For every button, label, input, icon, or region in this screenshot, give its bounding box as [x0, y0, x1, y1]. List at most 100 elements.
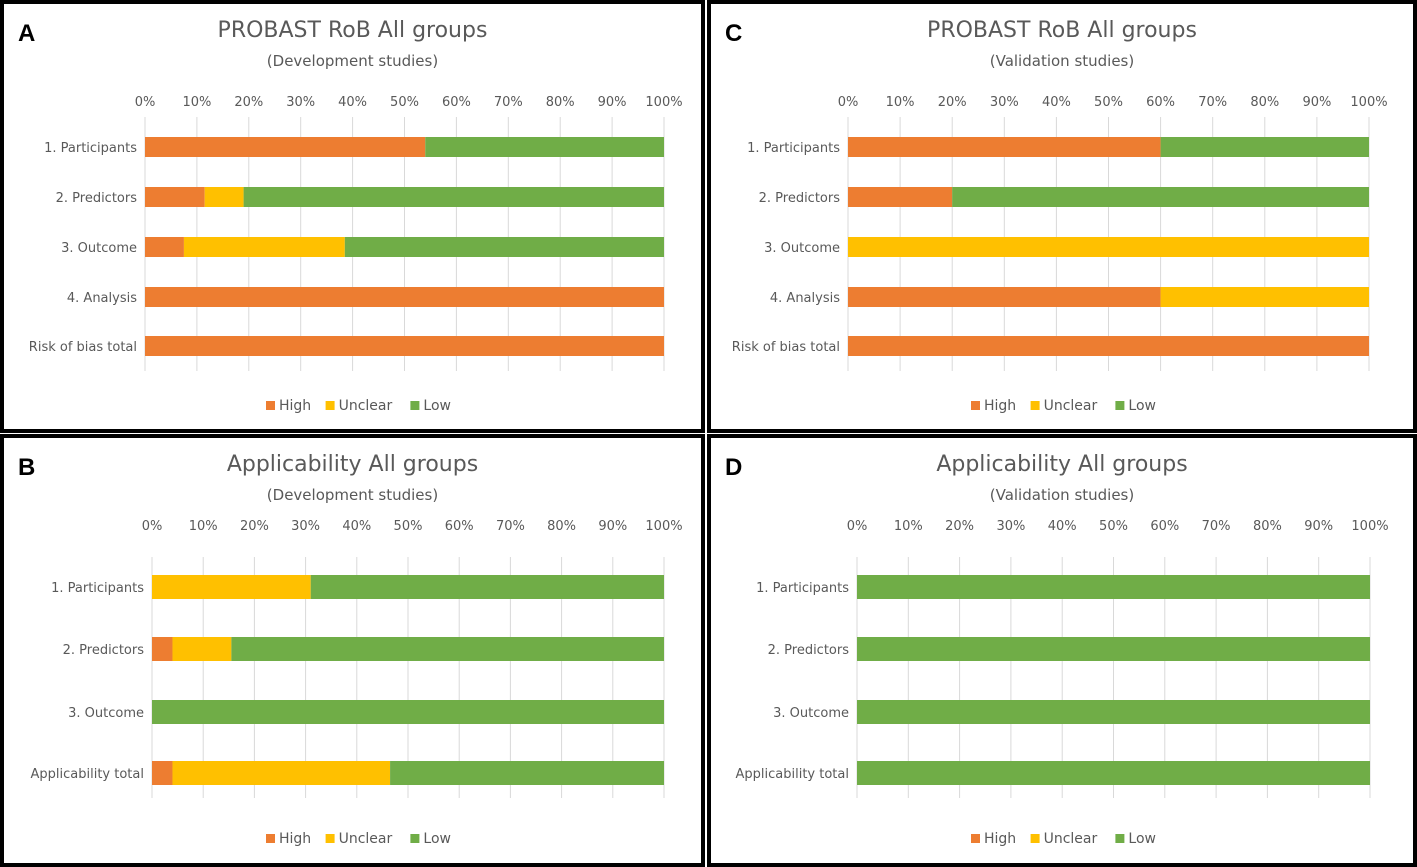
bar-segment-unclear [152, 575, 311, 599]
x-tick-label: 70% [494, 95, 523, 110]
x-tick-label: 10% [886, 95, 915, 110]
category-label: 3. Outcome [61, 241, 137, 256]
bar-segment-low [243, 187, 665, 207]
x-tick-label: 80% [547, 519, 576, 534]
legend-label: Low [423, 831, 451, 847]
legend-label: High [279, 398, 311, 414]
x-tick-label: 100% [645, 519, 682, 534]
x-tick-label: 20% [938, 95, 967, 110]
x-tick-label: 70% [496, 519, 525, 534]
bar-segment-low [390, 761, 664, 785]
x-tick-label: 40% [338, 95, 367, 110]
bar-segment-unclear [183, 237, 345, 257]
bar-segment-low [310, 575, 664, 599]
category-label: Applicability total [31, 767, 144, 782]
chart-title: Applicability All groups [936, 452, 1188, 477]
category-label: 3. Outcome [68, 706, 144, 721]
panel-letter: A [18, 20, 36, 47]
x-tick-label: 30% [286, 95, 315, 110]
x-tick-label: 50% [390, 95, 419, 110]
bar-segment-low [152, 700, 664, 724]
panel-d: 0% 10% 20% 30% 40% 50% 60% 70% 80% 90% 100% 1. Part… [707, 434, 1417, 867]
x-tick-label: 80% [1250, 95, 1279, 110]
legend-swatch-low [410, 834, 420, 843]
bar-segment-low [857, 575, 1370, 599]
legend-label: Low [1128, 831, 1156, 847]
category-label: 1. Participants [756, 581, 849, 596]
x-tick-label: 70% [1198, 95, 1227, 110]
legend-label: High [984, 831, 1016, 847]
chart-title: PROBAST RoB All groups [217, 18, 488, 43]
bar-segment-low [952, 187, 1369, 207]
bar-segment-low [857, 761, 1370, 785]
bar-segment-unclear [204, 187, 244, 207]
bar-segment-high [152, 761, 173, 785]
x-tick-label: 10% [894, 519, 923, 534]
x-tick-label: 0% [142, 519, 163, 534]
category-label: 2. Predictors [759, 191, 841, 206]
legend-swatch-low [1115, 401, 1125, 410]
category-label: 2. Predictors [63, 643, 145, 658]
category-label: 3. Outcome [764, 241, 840, 256]
x-tick-label: 50% [1099, 519, 1128, 534]
category-label: 2. Predictors [768, 643, 850, 658]
x-tick-label: 100% [1350, 95, 1387, 110]
x-tick-label: 30% [996, 519, 1025, 534]
x-tick-label: 90% [598, 519, 627, 534]
x-tick-label: 90% [1302, 95, 1331, 110]
panel-b: 0% 10% 20% 30% 40% 50% 60% 70% 80% 90% 100% 1. Part… [0, 434, 705, 867]
bar-segment-high [848, 137, 1161, 157]
legend-swatch-unclear [1030, 401, 1040, 410]
x-tick-label: 60% [442, 95, 471, 110]
bar-segment-unclear [172, 637, 232, 661]
x-tick-label: 20% [945, 519, 974, 534]
category-label: 4. Analysis [67, 291, 137, 306]
legend-label: High [279, 831, 311, 847]
x-tick-label: 20% [234, 95, 263, 110]
bar-segment-low [857, 637, 1370, 661]
legend-label: Unclear [1044, 398, 1098, 414]
category-label: 4. Analysis [770, 291, 840, 306]
legend-swatch-high [266, 401, 275, 410]
bar-segment-high [848, 336, 1369, 356]
bar-segment-high [145, 187, 205, 207]
category-label: 1. Participants [51, 581, 144, 596]
x-tick-label: 80% [546, 95, 575, 110]
x-tick-label: 80% [1253, 519, 1282, 534]
chart-svg-d: 0% 10% 20% 30% 40% 50% 60% 70% 80% 90% 100% 1. Part… [736, 519, 1389, 847]
legend-label: High [984, 398, 1016, 414]
bar-segment-low [231, 637, 665, 661]
bar-segment-low [344, 237, 664, 257]
x-tick-label: 0% [135, 95, 156, 110]
panel-c: 0% 10% 20% 30% 40% 50% 60% 70% 80% 90% 100% 1. Part… [707, 0, 1417, 433]
chart-subtitle: (Validation studies) [989, 486, 1135, 504]
legend-label: Low [1128, 398, 1156, 414]
panel-letter: B [18, 454, 36, 481]
chart-subtitle: (Development studies) [266, 486, 439, 504]
x-tick-label: 40% [1042, 95, 1071, 110]
chart-svg-c: 0% 10% 20% 30% 40% 50% 60% 70% 80% 90% 100% 1. Part… [732, 95, 1388, 414]
chart-subtitle: (Validation studies) [989, 52, 1135, 70]
category-label: 1. Participants [747, 141, 840, 156]
legend-swatch-unclear [325, 401, 335, 410]
x-tick-label: 30% [990, 95, 1019, 110]
chart-svg-b: 0% 10% 20% 30% 40% 50% 60% 70% 80% 90% 100% 1. Part… [31, 519, 683, 847]
legend-label: Low [423, 398, 451, 414]
legend-label: Unclear [339, 831, 393, 847]
x-tick-label: 40% [342, 519, 371, 534]
panel-a: 0% 10% 20% 30% 40% 50% 60% 70% 80% 90% 100% 1. Part… [0, 0, 705, 433]
bar-segment-low [425, 137, 664, 157]
x-tick-label: 50% [1094, 95, 1123, 110]
x-tick-label: 60% [1150, 519, 1179, 534]
legend-label: Unclear [1044, 831, 1098, 847]
category-label: 1. Participants [44, 141, 137, 156]
bar-segment-high [848, 287, 1161, 307]
panel-letter: D [725, 454, 743, 481]
x-tick-label: 10% [189, 519, 218, 534]
bar-segment-high [145, 137, 426, 157]
legend-swatch-low [410, 401, 420, 410]
x-tick-label: 10% [182, 95, 211, 110]
panel-letter: C [725, 20, 743, 47]
chart-title: Applicability All groups [226, 452, 479, 477]
legend-swatch-low [1115, 834, 1125, 843]
